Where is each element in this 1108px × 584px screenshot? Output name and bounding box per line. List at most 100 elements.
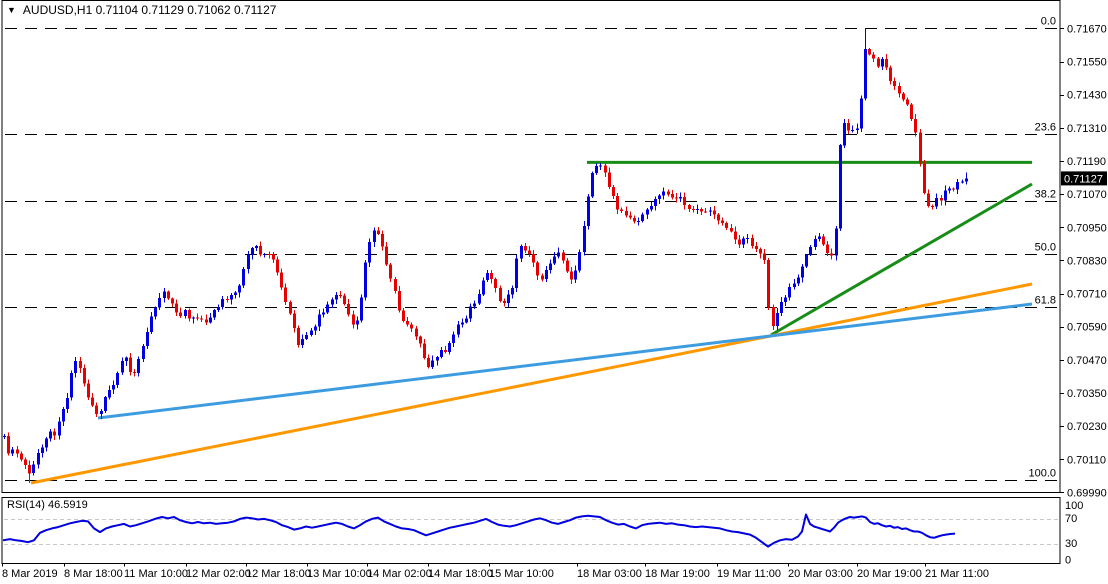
candle-body: [746, 238, 749, 240]
candle-body: [940, 198, 943, 201]
candle-body: [927, 193, 930, 206]
candle-body: [7, 435, 10, 454]
candle-body: [478, 294, 481, 304]
candle-body: [66, 397, 69, 410]
candle-body: [368, 241, 371, 263]
candle-body: [322, 312, 325, 315]
candle-body: [465, 318, 468, 323]
candle-body: [142, 346, 145, 360]
candle-body: [352, 314, 355, 325]
candle-body: [755, 245, 758, 249]
candle-body: [616, 196, 619, 210]
candle-body: [95, 405, 98, 415]
candle-body: [494, 279, 497, 289]
candle-body: [730, 228, 733, 232]
candle-body: [179, 312, 182, 316]
candle-body: [293, 313, 296, 328]
candle-body: [427, 358, 430, 367]
price-axis-label: 0.70830: [1067, 255, 1107, 267]
candle-body: [272, 254, 275, 260]
candle-body: [499, 288, 502, 302]
candle-body: [171, 298, 174, 304]
candle-body: [637, 220, 640, 222]
candle-body: [28, 465, 31, 474]
candle-body: [704, 211, 707, 213]
candle-body: [809, 247, 812, 255]
candle-body: [528, 250, 531, 254]
candle-body: [360, 297, 363, 321]
symbol-dropdown-icon[interactable]: ▼: [7, 5, 16, 15]
candle-body: [759, 249, 762, 254]
candle-body: [49, 431, 52, 439]
candle-body: [461, 322, 464, 325]
candle-body: [116, 372, 119, 385]
candle-body: [221, 299, 224, 307]
candle-body: [734, 231, 737, 240]
candle-body: [146, 332, 149, 347]
candle-body: [881, 59, 884, 67]
candle-body: [226, 299, 229, 301]
rsi-axis-label: 30: [1065, 538, 1077, 550]
price-axis-label: 0.71070: [1067, 189, 1107, 201]
candle-body: [129, 357, 132, 372]
candle-body: [738, 239, 741, 245]
candle-body: [53, 431, 56, 436]
chart-title-bar: ▼ AUDUSD,H1 0.71104 0.71129 0.71062 0.71…: [7, 3, 276, 17]
candle-body: [595, 165, 598, 173]
candle-body: [24, 459, 27, 465]
chart-title: AUDUSD,H1 0.71104 0.71129 0.71062 0.7112…: [22, 3, 277, 17]
candle-body: [112, 384, 115, 390]
price-axis-label: 0.70350: [1067, 388, 1107, 400]
candle-body: [923, 163, 926, 194]
candle-body: [121, 361, 124, 373]
candle-body: [524, 246, 527, 251]
candle-body: [780, 301, 783, 314]
candle-body: [150, 316, 153, 333]
candle-body: [898, 86, 901, 94]
price-axis[interactable]: 0.71670 0.71550 0.71430 0.71310 0.71190 0.710…: [1060, 23, 1107, 499]
candle-body: [452, 334, 455, 344]
main-chart-border: [1, 0, 1061, 493]
candle-body: [545, 270, 548, 280]
candle-body: [356, 320, 359, 325]
candle-body: [133, 371, 136, 374]
time-axis-label: 13 Mar 10:00: [307, 568, 372, 580]
candle-body: [805, 255, 808, 267]
candle-body: [709, 210, 712, 212]
candle-body: [234, 292, 237, 295]
candle-body: [893, 81, 896, 86]
rsi-indicator-label: RSI(14) 46.5919: [7, 499, 88, 511]
candlesticks: [3, 28, 968, 483]
candle-body: [507, 294, 510, 304]
orange-uptrend-line[interactable]: [30, 282, 1033, 485]
candle-body: [696, 209, 699, 211]
rsi-axis-label: 0: [1065, 555, 1071, 567]
candle-body: [541, 275, 544, 280]
candle-body: [511, 288, 514, 295]
candle-body: [788, 286, 791, 298]
candle-body: [557, 252, 560, 257]
candle-body: [41, 447, 44, 453]
time-axis-label: 20 Mar 19:00: [857, 568, 922, 580]
candle-body: [209, 317, 212, 323]
lightblue-uptrend-line[interactable]: [97, 302, 1033, 420]
candle-body: [436, 357, 439, 361]
candle-body: [562, 252, 565, 261]
candle-body: [448, 343, 451, 353]
price-axis-label: 0.70110: [1067, 454, 1106, 466]
rsi-axis-label: 70: [1065, 513, 1077, 525]
candle-body: [503, 301, 506, 304]
candle-body: [826, 244, 829, 254]
steep-green-uptrend-line[interactable]: [770, 182, 1033, 337]
price-axis-label: 0.70590: [1067, 322, 1107, 334]
candle-body: [347, 303, 350, 315]
candle-body: [725, 223, 728, 228]
candle-body: [658, 195, 661, 200]
time-axis-label: 14 Mar 02:00: [367, 568, 432, 580]
candle-body: [851, 130, 854, 132]
candle-body: [868, 48, 871, 55]
candle-body: [276, 259, 279, 273]
